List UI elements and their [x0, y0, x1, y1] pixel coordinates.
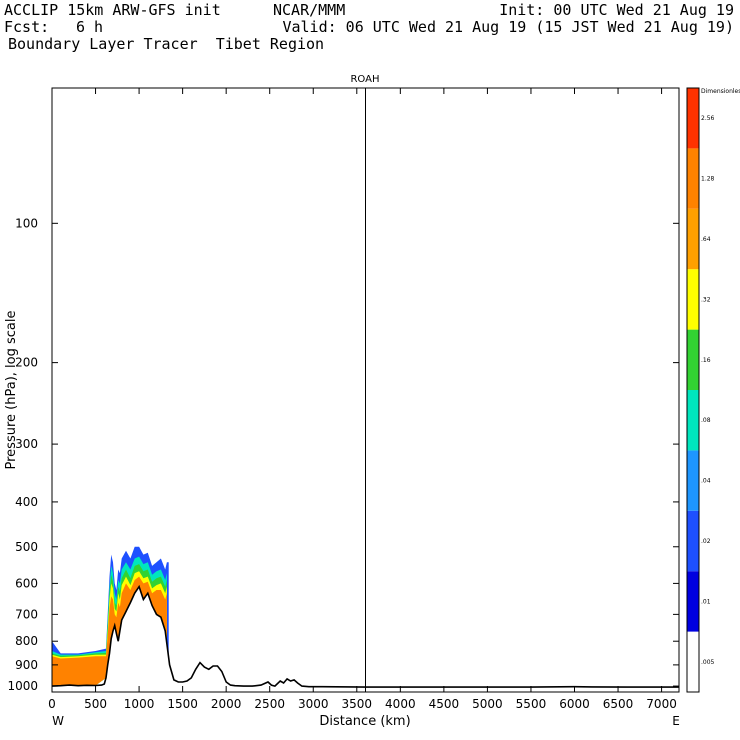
- y-tick-label: 500: [15, 540, 38, 554]
- colorbar-swatch: [687, 148, 699, 209]
- terrain-line: [51, 584, 679, 688]
- colorbar-swatch: [687, 571, 699, 632]
- x-tick-label: 6500: [603, 697, 634, 711]
- x-tick-label: 5000: [472, 697, 503, 711]
- x-axis-label: Distance (km): [319, 714, 410, 729]
- colorbar-label: .32: [701, 296, 711, 303]
- y-tick-label: 800: [15, 634, 38, 648]
- y-tick-label: 900: [15, 658, 38, 672]
- colorbar-label: .02: [701, 538, 711, 545]
- colorbar: .005 .01 .02 .04 .08 .16 .32 .64 1.28 2.56 Dimensi…: [686, 87, 740, 693]
- colorbar-swatch: [687, 450, 699, 511]
- x-tick-label: 4500: [429, 697, 460, 711]
- y-tick-label: 400: [15, 495, 38, 509]
- colorbar-label: .08: [701, 417, 711, 424]
- colorbar-label: .16: [701, 357, 711, 364]
- plot-area: 100 200 300 400 500 600 700 800 900 1000 0 500 1000…: [7, 87, 680, 711]
- tracer-layers: [52, 546, 169, 687]
- colorbar-swatch: [687, 208, 699, 270]
- colorbar-label: Dimensionless: [701, 88, 740, 95]
- y-tick-label: 700: [15, 607, 38, 621]
- east-label: E: [672, 714, 680, 728]
- organization-label: NCAR/MMM: [273, 1, 346, 19]
- x-tick-label: 7000: [646, 697, 677, 711]
- y-tick-label: 200: [15, 356, 38, 370]
- y-axis: 100 200 300 400 500 600 700 800 900 1000: [7, 216, 679, 693]
- x-tick-label: 3000: [298, 697, 329, 711]
- x-tick-label: 500: [84, 697, 107, 711]
- colorbar-label: .64: [701, 236, 711, 243]
- x-tick-label: 2000: [211, 697, 242, 711]
- valid-time: Valid: 06 UTC Wed 21 Aug 19 (15 JST Wed …: [282, 18, 734, 36]
- west-label: W: [52, 714, 64, 728]
- x-axis: 0 500 1000 1500 2000 2500 3000 3500 4000 4500 5000…: [48, 88, 677, 711]
- colorbar-label: 1.28: [701, 176, 715, 183]
- colorbar-label: .04: [701, 478, 711, 485]
- colorbar-swatch: [687, 510, 699, 572]
- init-time: Init: 00 UTC Wed 21 Aug 19: [499, 1, 734, 19]
- colorbar-swatch: [687, 390, 699, 451]
- y-tick-label: 600: [15, 576, 38, 590]
- plot-frame: [51, 87, 680, 693]
- x-tick-label: 0: [48, 697, 56, 711]
- forecast-label: Fcst:: [4, 18, 50, 36]
- colorbar-swatch: [687, 631, 699, 692]
- colorbar-swatch: [687, 88, 699, 149]
- x-tick-label: 1500: [167, 697, 198, 711]
- x-tick-label: 5500: [516, 697, 547, 711]
- forecast-hours: 6 h: [76, 18, 104, 36]
- tracer-layer-orange: [52, 576, 167, 687]
- x-tick-label: 4000: [385, 697, 416, 711]
- chart-title: ROAH: [350, 74, 379, 85]
- colorbar-label: .01: [701, 598, 711, 605]
- colorbar-label: .005: [701, 659, 715, 666]
- model-title: ACCLIP 15km ARW-GFS init: [4, 1, 221, 19]
- y-axis-label: Pressure (hPa), log scale: [4, 311, 19, 470]
- field-title: Boundary Layer Tracer Tibet Region: [8, 35, 325, 53]
- y-tick-label: 1000: [7, 679, 38, 693]
- x-tick-label: 1000: [124, 697, 155, 711]
- y-tick-label: 100: [15, 216, 38, 230]
- colorbar-label: 2.56: [701, 115, 715, 122]
- colorbar-swatch: [687, 329, 699, 390]
- x-tick-label: 3500: [342, 697, 373, 711]
- colorbar-frame: [686, 87, 700, 693]
- y-tick-label: 300: [15, 437, 38, 451]
- x-tick-label: 6000: [559, 697, 590, 711]
- x-tick-label: 2500: [254, 697, 285, 711]
- colorbar-swatch: [687, 269, 699, 330]
